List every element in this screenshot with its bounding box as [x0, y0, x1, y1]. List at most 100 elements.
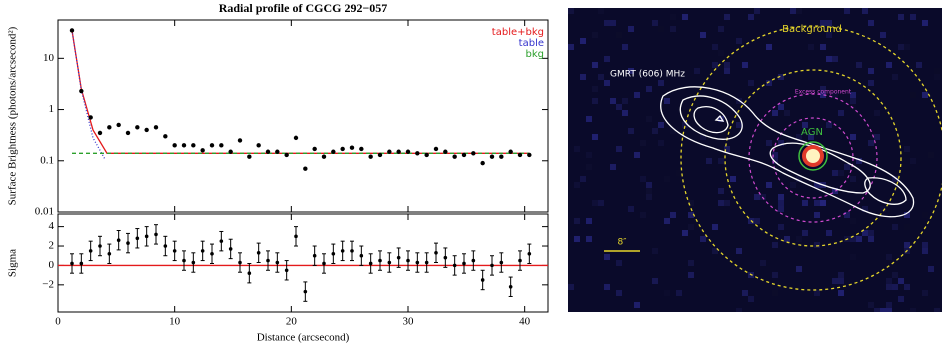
noise-pixel: [856, 62, 862, 68]
noise-pixel: [664, 218, 670, 224]
noise-pixel: [622, 110, 628, 116]
noise-pixel: [826, 230, 832, 236]
noise-pixel: [868, 140, 874, 146]
noise-pixel: [730, 176, 736, 182]
noise-pixel: [850, 218, 856, 224]
noise-pixel: [868, 236, 874, 242]
noise-pixel: [868, 302, 874, 308]
noise-pixel: [838, 110, 844, 116]
data-point: [312, 147, 316, 151]
noise-pixel: [616, 290, 622, 296]
noise-pixel: [922, 92, 928, 98]
data-point: [415, 151, 419, 155]
noise-pixel: [610, 98, 616, 104]
chart-title: Radial profile of CGCG 292−057: [219, 1, 388, 15]
noise-pixel: [856, 236, 862, 242]
label-excess: Excess component: [795, 89, 852, 96]
noise-pixel: [868, 80, 874, 86]
residual-point: [481, 278, 485, 282]
data-point: [135, 125, 139, 129]
noise-pixel: [904, 242, 910, 248]
residual-point: [444, 256, 448, 260]
plot-frame: [58, 214, 548, 312]
noise-pixel: [916, 62, 922, 68]
residual-point: [304, 290, 308, 294]
y-tick-label: −2: [42, 278, 54, 290]
residual-point: [332, 252, 336, 256]
y-tick-label: 2: [49, 240, 55, 252]
data-point: [247, 155, 251, 159]
data-point: [480, 161, 484, 165]
noise-pixel: [616, 32, 622, 38]
residual-point: [406, 259, 410, 263]
residual-point: [360, 254, 364, 258]
noise-pixel: [904, 284, 910, 290]
data-point: [359, 147, 363, 151]
data-point: [107, 125, 111, 129]
data-point: [238, 138, 242, 142]
residual-point: [462, 262, 466, 266]
noise-pixel: [664, 98, 670, 104]
noise-pixel: [598, 8, 604, 14]
noise-pixel: [712, 224, 718, 230]
data-point: [154, 125, 158, 129]
noise-pixel: [592, 98, 598, 104]
legend-label: table+bkg: [492, 27, 544, 38]
x-tick-label: 10: [169, 316, 181, 328]
noise-pixel: [736, 248, 742, 254]
noise-pixel: [922, 248, 928, 254]
noise-pixel: [892, 284, 898, 290]
residual-point: [528, 252, 532, 256]
y-tick-label: 10: [43, 52, 55, 64]
noise-pixel: [838, 278, 844, 284]
noise-pixel: [874, 110, 880, 116]
noise-pixel: [598, 200, 604, 206]
noise-pixel: [832, 170, 838, 176]
noise-pixel: [736, 38, 742, 44]
noise-pixel: [778, 206, 784, 212]
noise-pixel: [604, 56, 610, 62]
data-point: [219, 143, 223, 147]
residual-point: [192, 261, 196, 265]
noise-pixel: [634, 302, 640, 308]
data-point: [303, 167, 307, 171]
data-point: [499, 155, 503, 159]
noise-pixel: [670, 14, 676, 20]
noise-pixel: [904, 224, 910, 230]
residual-point: [472, 259, 476, 263]
noise-pixel: [724, 200, 730, 206]
residual-point: [285, 268, 289, 272]
data-point: [116, 123, 120, 127]
residual-point: [313, 254, 317, 258]
chart: Radial profile of CGCG 292−057 Surface B…: [0, 0, 560, 349]
noise-pixel: [772, 272, 778, 278]
residual-point: [201, 249, 205, 253]
label-radio: GMRT (606) MHz: [610, 70, 685, 80]
residual-point: [229, 247, 233, 251]
agn-core: [806, 149, 820, 163]
residual-point: [154, 233, 158, 237]
noise-pixel: [580, 74, 586, 80]
noise-pixel: [586, 164, 592, 170]
residual-point: [98, 244, 102, 248]
noise-pixel: [790, 182, 796, 188]
residual-point: [509, 285, 513, 289]
data-point: [182, 143, 186, 147]
data-point: [200, 148, 204, 152]
residual-point: [145, 235, 149, 239]
residual-point: [416, 261, 420, 265]
noise-pixel: [784, 110, 790, 116]
x-axis-label: Distance (arcsecond): [257, 332, 350, 344]
noise-pixel: [820, 200, 826, 206]
noise-pixel: [814, 212, 820, 218]
data-point: [490, 155, 494, 159]
residual-point: [500, 261, 504, 265]
label-agn: AGN: [801, 127, 823, 138]
noise-pixel: [910, 308, 916, 312]
legend-label: table: [519, 38, 544, 49]
noise-pixel: [592, 62, 598, 68]
data-point: [70, 28, 74, 32]
noise-pixel: [682, 230, 688, 236]
noise-pixel: [718, 50, 724, 56]
plot-frame: [58, 20, 548, 212]
